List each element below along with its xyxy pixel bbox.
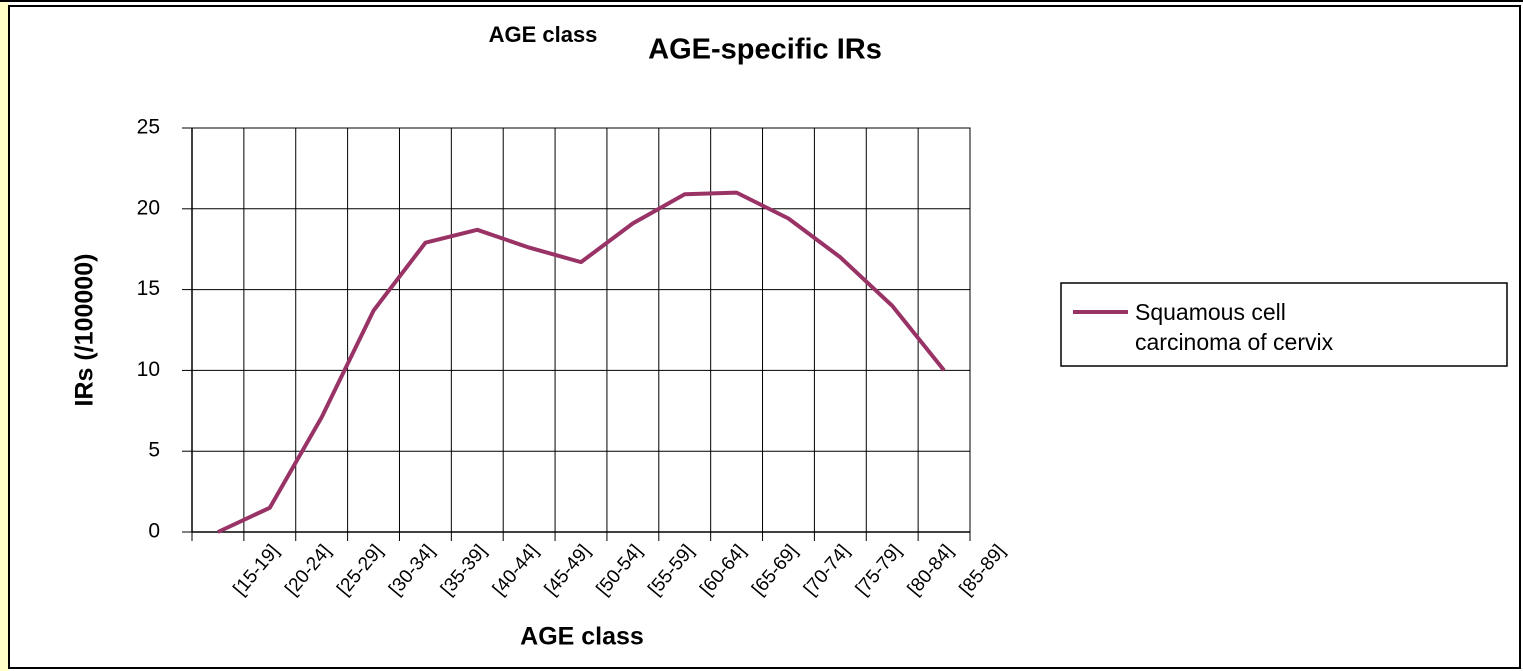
chart-title: AGE-specific IRs bbox=[648, 34, 882, 66]
y-tick-label: 10 bbox=[137, 358, 160, 381]
y-tick-label: 0 bbox=[148, 520, 160, 543]
legend-box bbox=[1060, 282, 1508, 367]
y-tick-label: 25 bbox=[137, 116, 160, 139]
side-strip bbox=[0, 0, 9, 671]
legend-label: Squamous cell carcinoma of cervix bbox=[1135, 299, 1334, 355]
series-line bbox=[217, 190, 946, 534]
annotation: AGE class bbox=[489, 22, 598, 47]
y-tick-label: 20 bbox=[137, 196, 160, 219]
y-tick-label: 15 bbox=[137, 277, 160, 300]
y-axis-label: IRs (/100000) bbox=[71, 254, 99, 407]
x-axis-label: AGE class bbox=[520, 623, 644, 651]
y-tick-label: 5 bbox=[148, 439, 160, 462]
